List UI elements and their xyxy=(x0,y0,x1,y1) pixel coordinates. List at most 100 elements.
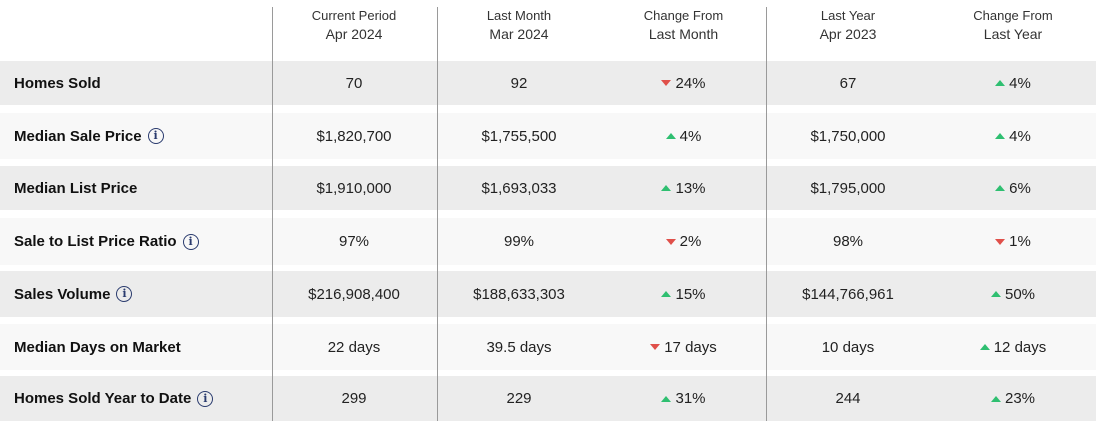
header-line2: Apr 2024 xyxy=(325,26,383,42)
row-label: Sale to List Price Ratio i xyxy=(14,218,199,265)
change-value: 15% xyxy=(675,285,706,303)
value-cell: $1,755,500 xyxy=(481,127,557,145)
info-icon[interactable]: i xyxy=(182,233,199,250)
value-cell: 10 days xyxy=(821,338,875,356)
row-label-text: Median Days on Market xyxy=(14,338,181,356)
column-divider xyxy=(272,7,273,421)
header-current-period: Current Period Apr 2024 xyxy=(272,0,436,60)
row-label-text: Homes Sold Year to Date xyxy=(14,390,192,407)
header-line1: Change From xyxy=(973,8,1053,23)
info-icon[interactable]: i xyxy=(197,390,214,407)
table-row: Median Days on Market 22 days 39.5 days 17 … xyxy=(0,324,1096,370)
change-cell: 4% xyxy=(601,113,766,159)
info-icon[interactable]: i xyxy=(147,128,164,144)
header-line1: Change From xyxy=(643,8,724,23)
change-cell: 2% xyxy=(601,218,766,265)
header-last-month: Last Month Mar 2024 xyxy=(437,0,601,60)
arrow-down-icon xyxy=(650,344,661,350)
info-icon[interactable]: i xyxy=(116,286,133,302)
row-label-text: Median List Price xyxy=(14,179,138,197)
change-value: 12 days xyxy=(993,338,1047,356)
row-label-text: Homes Sold xyxy=(14,74,101,92)
value-cell: 299 xyxy=(341,390,367,407)
row-label-text: Sale to List Price Ratio xyxy=(14,233,177,250)
value-cell: 22 days xyxy=(327,338,381,356)
value-cell: 39.5 days xyxy=(486,338,552,356)
table-row: Homes Sold 70 92 24% 67 4% xyxy=(0,61,1096,105)
arrow-up-icon xyxy=(995,133,1006,139)
change-cell: 23% xyxy=(930,376,1096,421)
header-line1: Last Month xyxy=(486,8,552,23)
value-cell: 98% xyxy=(832,233,864,250)
table-row: Median List Price $1,910,000 $1,693,033 13%… xyxy=(0,166,1096,210)
arrow-up-icon xyxy=(990,395,1001,402)
change-cell: 24% xyxy=(601,61,766,105)
value-cell: 229 xyxy=(506,390,532,407)
header-line2: Last Month xyxy=(648,26,719,42)
value-cell: $1,820,700 xyxy=(316,127,392,145)
change-value: 17 days xyxy=(664,338,717,356)
value-cell: $216,908,400 xyxy=(308,285,400,303)
arrow-up-icon xyxy=(661,395,672,402)
header-line2: Last Year xyxy=(983,26,1043,42)
value-cell: $1,910,000 xyxy=(316,179,392,197)
arrow-up-icon xyxy=(995,80,1006,86)
change-cell: 12 days xyxy=(930,324,1096,370)
change-value: 4% xyxy=(679,127,702,145)
header-line1: Current Period xyxy=(311,8,397,23)
table-row: Sale to List Price Ratio i 97% 99% 2% 98% 1% xyxy=(0,218,1096,265)
header-line2: Apr 2023 xyxy=(819,26,877,42)
change-value: 23% xyxy=(1004,390,1036,407)
value-cell: $1,795,000 xyxy=(810,179,886,197)
change-value: 24% xyxy=(675,74,706,92)
row-label: Median Sale Price i xyxy=(14,113,164,159)
arrow-up-icon xyxy=(665,133,676,139)
arrow-down-icon xyxy=(665,238,676,245)
arrow-down-icon xyxy=(995,238,1006,245)
change-value: 4% xyxy=(1009,127,1031,145)
arrow-down-icon xyxy=(661,80,672,86)
value-cell: $1,750,000 xyxy=(810,127,886,145)
row-label: Median Days on Market xyxy=(14,324,181,370)
change-value: 13% xyxy=(675,179,706,197)
value-cell: $144,766,961 xyxy=(802,285,894,303)
arrow-up-icon xyxy=(979,344,990,350)
header-change-year: Change From Last Year xyxy=(930,0,1096,60)
table-header: Current Period Apr 2024 Last Month Mar 2… xyxy=(0,0,1096,60)
row-label: Median List Price xyxy=(14,166,137,210)
arrow-up-icon xyxy=(661,291,672,297)
row-label: Homes Sold Year to Date i xyxy=(14,376,214,421)
change-value: 31% xyxy=(675,390,706,407)
change-cell: 6% xyxy=(930,166,1096,210)
header-line1: Last Year xyxy=(820,8,876,23)
change-cell: 17 days xyxy=(601,324,766,370)
header-last-year: Last Year Apr 2023 xyxy=(766,0,930,60)
change-value: 2% xyxy=(679,233,702,250)
change-cell: 31% xyxy=(601,376,766,421)
table-row: Homes Sold Year to Date i 299 229 31% 244 23% xyxy=(0,376,1096,421)
value-cell: 70 xyxy=(345,74,363,92)
change-cell: 4% xyxy=(930,61,1096,105)
row-label: Sales Volume i xyxy=(14,271,133,317)
change-value: 6% xyxy=(1009,179,1031,197)
arrow-up-icon xyxy=(995,185,1006,191)
arrow-up-icon xyxy=(990,291,1001,297)
row-label-text: Median Sale Price xyxy=(14,127,142,145)
change-cell: 13% xyxy=(601,166,766,210)
value-cell: $188,633,303 xyxy=(473,285,565,303)
column-divider xyxy=(437,7,438,421)
header-change-month: Change From Last Month xyxy=(601,0,766,60)
header-line2: Mar 2024 xyxy=(489,26,549,42)
row-label-text: Sales Volume xyxy=(14,285,111,303)
value-cell: 67 xyxy=(839,74,857,92)
table-row: Median Sale Price i $1,820,700 $1,755,500 4%… xyxy=(0,113,1096,159)
row-label: Homes Sold xyxy=(14,61,101,105)
value-cell: 97% xyxy=(338,233,370,250)
arrow-up-icon xyxy=(661,185,672,191)
change-cell: 4% xyxy=(930,113,1096,159)
value-cell: 244 xyxy=(835,390,861,407)
change-cell: 50% xyxy=(930,271,1096,317)
value-cell: 99% xyxy=(503,233,535,250)
value-cell: $1,693,033 xyxy=(481,179,557,197)
change-value: 50% xyxy=(1004,285,1036,303)
